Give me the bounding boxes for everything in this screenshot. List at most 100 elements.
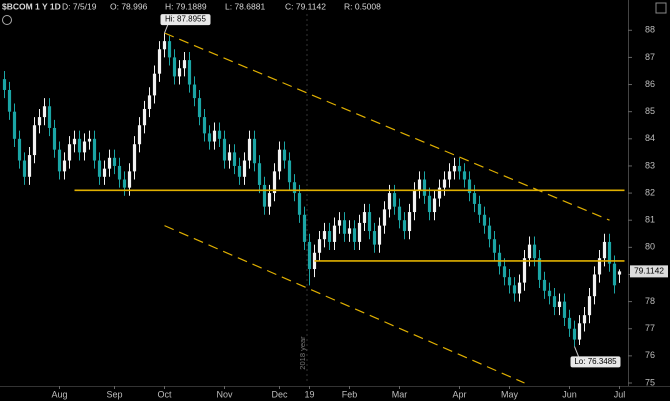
candle-body: [207, 133, 212, 142]
candle-body: [377, 225, 382, 245]
candle-body: [427, 195, 432, 213]
candle-body: [297, 193, 302, 215]
candle-body: [357, 222, 362, 242]
candle-body: [612, 263, 617, 286]
candle-body: [252, 138, 257, 164]
candle-body: [492, 239, 497, 253]
y-tick-label: 86: [645, 79, 655, 89]
candle-body: [442, 179, 447, 188]
candle-body: [322, 231, 327, 240]
candle-body: [562, 301, 567, 318]
candle-body: [462, 171, 467, 180]
settings-icon[interactable]: [655, 2, 667, 14]
hi-box: [160, 14, 211, 26]
candle-body: [172, 57, 177, 77]
candle-body: [52, 127, 57, 150]
candle-body: [332, 225, 337, 242]
candle-body: [437, 187, 442, 199]
candle-body: [197, 98, 202, 118]
candle-body: [47, 106, 52, 128]
lo-label: Lo: 76.3485: [574, 357, 617, 366]
candle-body: [157, 49, 162, 74]
lo-pointer: [574, 346, 579, 357]
candle-body: [412, 190, 417, 213]
candle-body: [162, 41, 167, 50]
candle-body: [577, 323, 582, 340]
candle-body: [37, 117, 42, 126]
candle-body: [317, 239, 322, 253]
candle-body: [292, 182, 297, 194]
candle-body: [267, 193, 272, 207]
info-icon[interactable]: [2, 15, 12, 25]
candle-body: [277, 149, 282, 172]
candle-body: [502, 266, 507, 278]
range: R: 0.5008: [344, 1, 381, 11]
candle-body: [537, 258, 542, 280]
y-tick-label: 82: [645, 187, 655, 197]
low: L: 78.6881: [225, 1, 265, 11]
candle-body: [97, 160, 102, 177]
candle-body: [602, 241, 607, 259]
candle-body: [62, 160, 67, 172]
candle-body: [117, 165, 122, 180]
x-tick-label: Jun: [562, 389, 577, 399]
y-tick-label: 87: [645, 52, 655, 62]
candle-body: [402, 220, 407, 232]
candle-body: [217, 130, 222, 139]
candle-body: [187, 60, 192, 85]
candle-body: [352, 228, 357, 242]
date: D: 7/5/19: [62, 1, 97, 11]
candle-body: [487, 225, 492, 240]
candle-body: [552, 296, 557, 308]
candle-body: [397, 206, 402, 221]
candle-body: [57, 149, 62, 172]
candle-body: [432, 198, 437, 213]
trend-line: [164, 32, 610, 221]
candle-body: [287, 160, 292, 183]
x-tick-label: 19: [304, 389, 314, 399]
candle-body: [367, 212, 372, 232]
candle-body: [557, 301, 562, 308]
lo-box: [570, 356, 621, 368]
candle-body: [72, 138, 77, 145]
candle-body: [12, 111, 17, 139]
candle-body: [597, 258, 602, 275]
candle-body: [517, 282, 522, 294]
candle-body: [272, 171, 277, 194]
y-tick-label: 80: [645, 242, 655, 252]
candle-body: [132, 144, 137, 172]
candle-body: [127, 171, 132, 188]
candle-body: [372, 231, 377, 245]
candle-body: [282, 149, 287, 161]
candle-body: [337, 220, 342, 226]
year-label: 2018 year: [298, 336, 307, 370]
candle-body: [82, 141, 87, 153]
candle-body: [447, 171, 452, 180]
candle-body: [247, 138, 252, 161]
x-tick-label: May: [501, 389, 519, 399]
candle-body: [452, 165, 457, 172]
x-tick-label: Mar: [392, 389, 408, 399]
candle-body: [77, 138, 82, 153]
candle-body: [482, 214, 487, 226]
candle-body: [382, 209, 387, 226]
candle-body: [467, 179, 472, 194]
candle-body: [417, 179, 422, 191]
candle-body: [522, 258, 527, 283]
candle-body: [232, 152, 237, 166]
hi-label: Hi: 87.8955: [165, 15, 206, 24]
candle-body: [607, 241, 612, 264]
candle-body: [347, 228, 352, 234]
candle-body: [422, 179, 427, 196]
x-tick-label: Feb: [342, 389, 358, 399]
y-tick-label: 81: [645, 215, 655, 225]
open: O: 78.996: [110, 1, 148, 11]
x-tick-label: Oct: [157, 389, 172, 399]
candle-body: [142, 108, 147, 126]
y-tick-label: 88: [645, 25, 655, 35]
candle-body: [122, 179, 127, 188]
candle-body: [387, 193, 392, 210]
candle-body: [167, 41, 172, 58]
